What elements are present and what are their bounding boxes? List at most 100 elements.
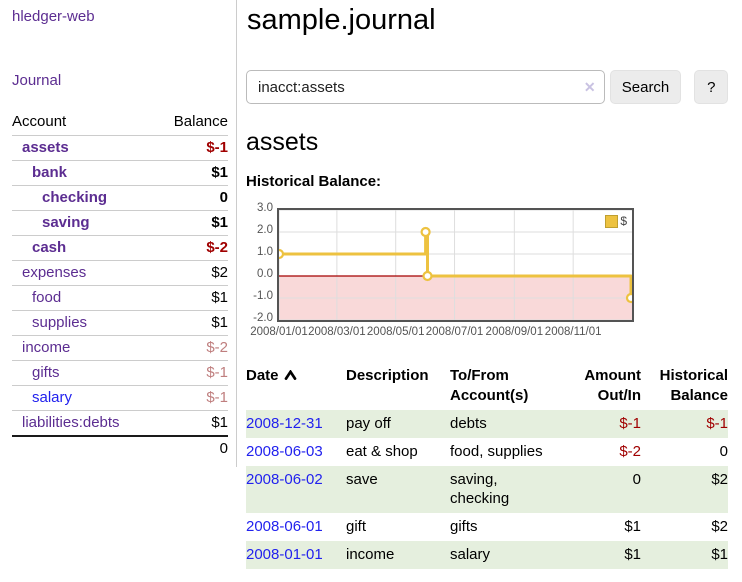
transaction-row[interactable]: 2008-01-01 income salary $1 $1 (246, 541, 728, 569)
transaction-row[interactable]: 2008-12-31 pay off debts $-1 $-1 (246, 410, 728, 438)
account-row: gifts $-1 (12, 360, 228, 386)
account-link[interactable]: bank (32, 164, 68, 181)
search-input[interactable] (246, 70, 605, 104)
accounts-table: Account Balance assets $-1 bank $1 checking 0… (12, 109, 228, 461)
y-axis-tick-label: -2.0 (253, 312, 273, 324)
account-link[interactable]: supplies (32, 314, 88, 331)
cell-historical: $-1 (706, 415, 728, 432)
x-axis-tick-label: 2008/11/01 (544, 326, 602, 338)
transaction-row[interactable]: 2008-06-02 save saving, checking 0 $2 (246, 466, 728, 513)
account-row: food $1 (12, 285, 228, 311)
account-row: bank $1 (12, 160, 228, 186)
y-axis-tick-label: 3.0 (257, 202, 273, 214)
sort-asc-icon (284, 369, 296, 380)
register-header-tofrom: To/From Account(s) (450, 367, 529, 404)
account-balance: $1 (211, 289, 228, 306)
transaction-date-link[interactable]: 2008-06-01 (246, 518, 323, 535)
y-axis-tick-label: -1.0 (253, 290, 273, 302)
account-balance: $-2 (206, 339, 228, 356)
y-axis-tick-label: 0.0 (257, 268, 273, 280)
account-link[interactable]: liabilities:debts (22, 414, 120, 431)
account-row: salary $-1 (12, 385, 228, 411)
cell-date: 2008-06-03 (246, 438, 346, 466)
account-link[interactable]: expenses (22, 264, 87, 281)
brand-link[interactable]: hledger-web (12, 8, 95, 25)
account-balance: $-1 (206, 364, 228, 381)
account-balance: $-1 (206, 389, 228, 406)
accounts-header-account: Account (12, 113, 67, 130)
account-balance: $1 (211, 414, 228, 431)
account-balance: $1 (211, 164, 228, 181)
cell-amount: $-1 (619, 415, 641, 432)
cell-to_from: saving, checking (450, 471, 510, 507)
transaction-date-link[interactable]: 2008-06-03 (246, 443, 323, 460)
account-link[interactable]: saving (42, 214, 90, 231)
page: hledger-web Journal Account Balance asse… (0, 0, 728, 569)
transaction-date-link[interactable]: 2008-12-31 (246, 415, 323, 432)
account-row: expenses $2 (12, 260, 228, 286)
legend-swatch (605, 214, 619, 228)
cell-description: pay off (346, 415, 391, 432)
historical-balance-chart: $ 3.0 2.0 1.0 0.0 -1.0 -2.0 2008/01/01 2008/03/… (246, 202, 728, 341)
account-link[interactable]: food (32, 289, 62, 306)
account-link[interactable]: salary (32, 389, 73, 406)
cell-date: 2008-01-01 (246, 541, 346, 569)
cell-to_from: food, supplies (450, 443, 543, 460)
cell-to_from: gifts (450, 518, 478, 535)
account-link[interactable]: checking (42, 189, 108, 206)
sidebar-item-journal[interactable]: Journal (12, 72, 62, 89)
register-header-historical: Historical Balance (659, 367, 728, 404)
cell-date: 2008-06-01 (246, 513, 346, 541)
help-button[interactable]: ? (694, 70, 728, 104)
x-axis-tick-label: 2008/01/01 (250, 326, 308, 338)
accounts-total-value: 0 (219, 440, 228, 457)
x-axis-tick-label: 2008/03/01 (308, 326, 366, 338)
cell-historical: 0 (719, 443, 728, 460)
account-row: assets $-1 (12, 135, 228, 161)
chart-canvas (279, 210, 632, 320)
y-axis-tick-label: 2.0 (257, 224, 273, 236)
account-row: supplies $1 (12, 310, 228, 336)
cell-amount: $-2 (619, 443, 641, 460)
cell-date: 2008-12-31 (246, 410, 346, 438)
account-link[interactable]: gifts (32, 364, 60, 381)
sidebar: hledger-web Journal Account Balance asse… (0, 0, 237, 467)
register-header-amount: Amount Out/In (584, 367, 641, 404)
x-axis-tick-label: 2008/09/01 (485, 326, 544, 338)
cell-amount: 0 (632, 471, 641, 488)
cell-date: 2008-06-02 (246, 466, 346, 513)
x-axis-tick-label: 2008/07/01 (425, 326, 484, 338)
account-link[interactable]: assets (22, 139, 69, 156)
transaction-date-link[interactable]: 2008-06-02 (246, 471, 323, 488)
transaction-row[interactable]: 2008-06-03 eat & shop food, supplies $-2 0 (246, 438, 728, 466)
register-header-date[interactable]: Date (246, 364, 346, 410)
account-link[interactable]: income (22, 339, 71, 356)
transaction-date-link[interactable]: 2008-01-01 (246, 546, 323, 563)
register-header-description: Description (346, 367, 429, 384)
account-balance: $2 (211, 264, 228, 281)
page-title: sample.journal (247, 4, 436, 36)
chart-legend: $ (603, 213, 629, 229)
account-balance: $1 (211, 214, 228, 231)
account-row: liabilities:debts $1 (12, 410, 228, 437)
cell-historical: $1 (711, 546, 728, 563)
transaction-row[interactable]: 2008-06-01 gift gifts $1 $2 (246, 513, 728, 541)
account-heading: assets (246, 128, 319, 156)
register-table: Date Description To/From Account(s) Amou… (246, 364, 728, 569)
cell-description: save (346, 471, 378, 488)
cell-to_from: salary (450, 546, 491, 563)
account-row: income $-2 (12, 335, 228, 361)
search-button[interactable]: Search (609, 70, 682, 104)
account-balance: $-1 (206, 139, 228, 156)
chart-plot-area: $ (277, 208, 634, 322)
clear-search-icon[interactable]: ✕ (583, 79, 596, 95)
cell-description: eat & shop (346, 443, 418, 460)
cell-historical: $2 (711, 471, 728, 488)
cell-amount: $1 (624, 546, 641, 563)
accounts-header-balance: Balance (173, 113, 228, 130)
account-link[interactable]: cash (32, 239, 67, 256)
cell-historical: $2 (711, 518, 728, 535)
account-row: cash $-2 (12, 235, 228, 261)
cell-description: income (346, 546, 395, 563)
cell-description: gift (346, 518, 367, 535)
